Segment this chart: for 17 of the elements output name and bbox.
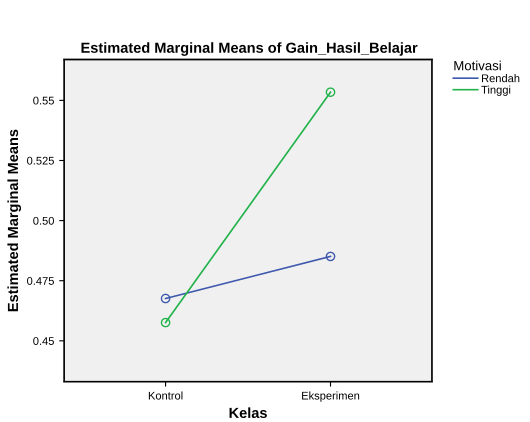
y-tick-label: 0.475	[27, 276, 54, 285]
y-tick-label: 0.525	[27, 156, 54, 165]
legend-label: Rendah	[482, 74, 520, 82]
x-tick-label: Kontrol	[148, 391, 182, 400]
x-tick-label: Eksperimen	[302, 391, 360, 402]
point	[160, 318, 170, 328]
legend-label: Tinggi	[481, 86, 510, 96]
y-axis-title: Estimated Marginal Means	[7, 130, 22, 312]
point	[326, 87, 336, 98]
chart-title: Estimated Marginal Means of Gain_Hasil_Belajar	[82, 42, 418, 56]
y-tick-label: 0.55	[33, 96, 54, 105]
x-axis-title: Kelas	[230, 407, 267, 418]
legend-title: Motivasi	[454, 60, 501, 70]
point	[326, 252, 336, 262]
y-tick-label: 0.50	[33, 216, 54, 225]
point	[160, 294, 170, 304]
y-tick-label: 0.45	[33, 337, 54, 345]
